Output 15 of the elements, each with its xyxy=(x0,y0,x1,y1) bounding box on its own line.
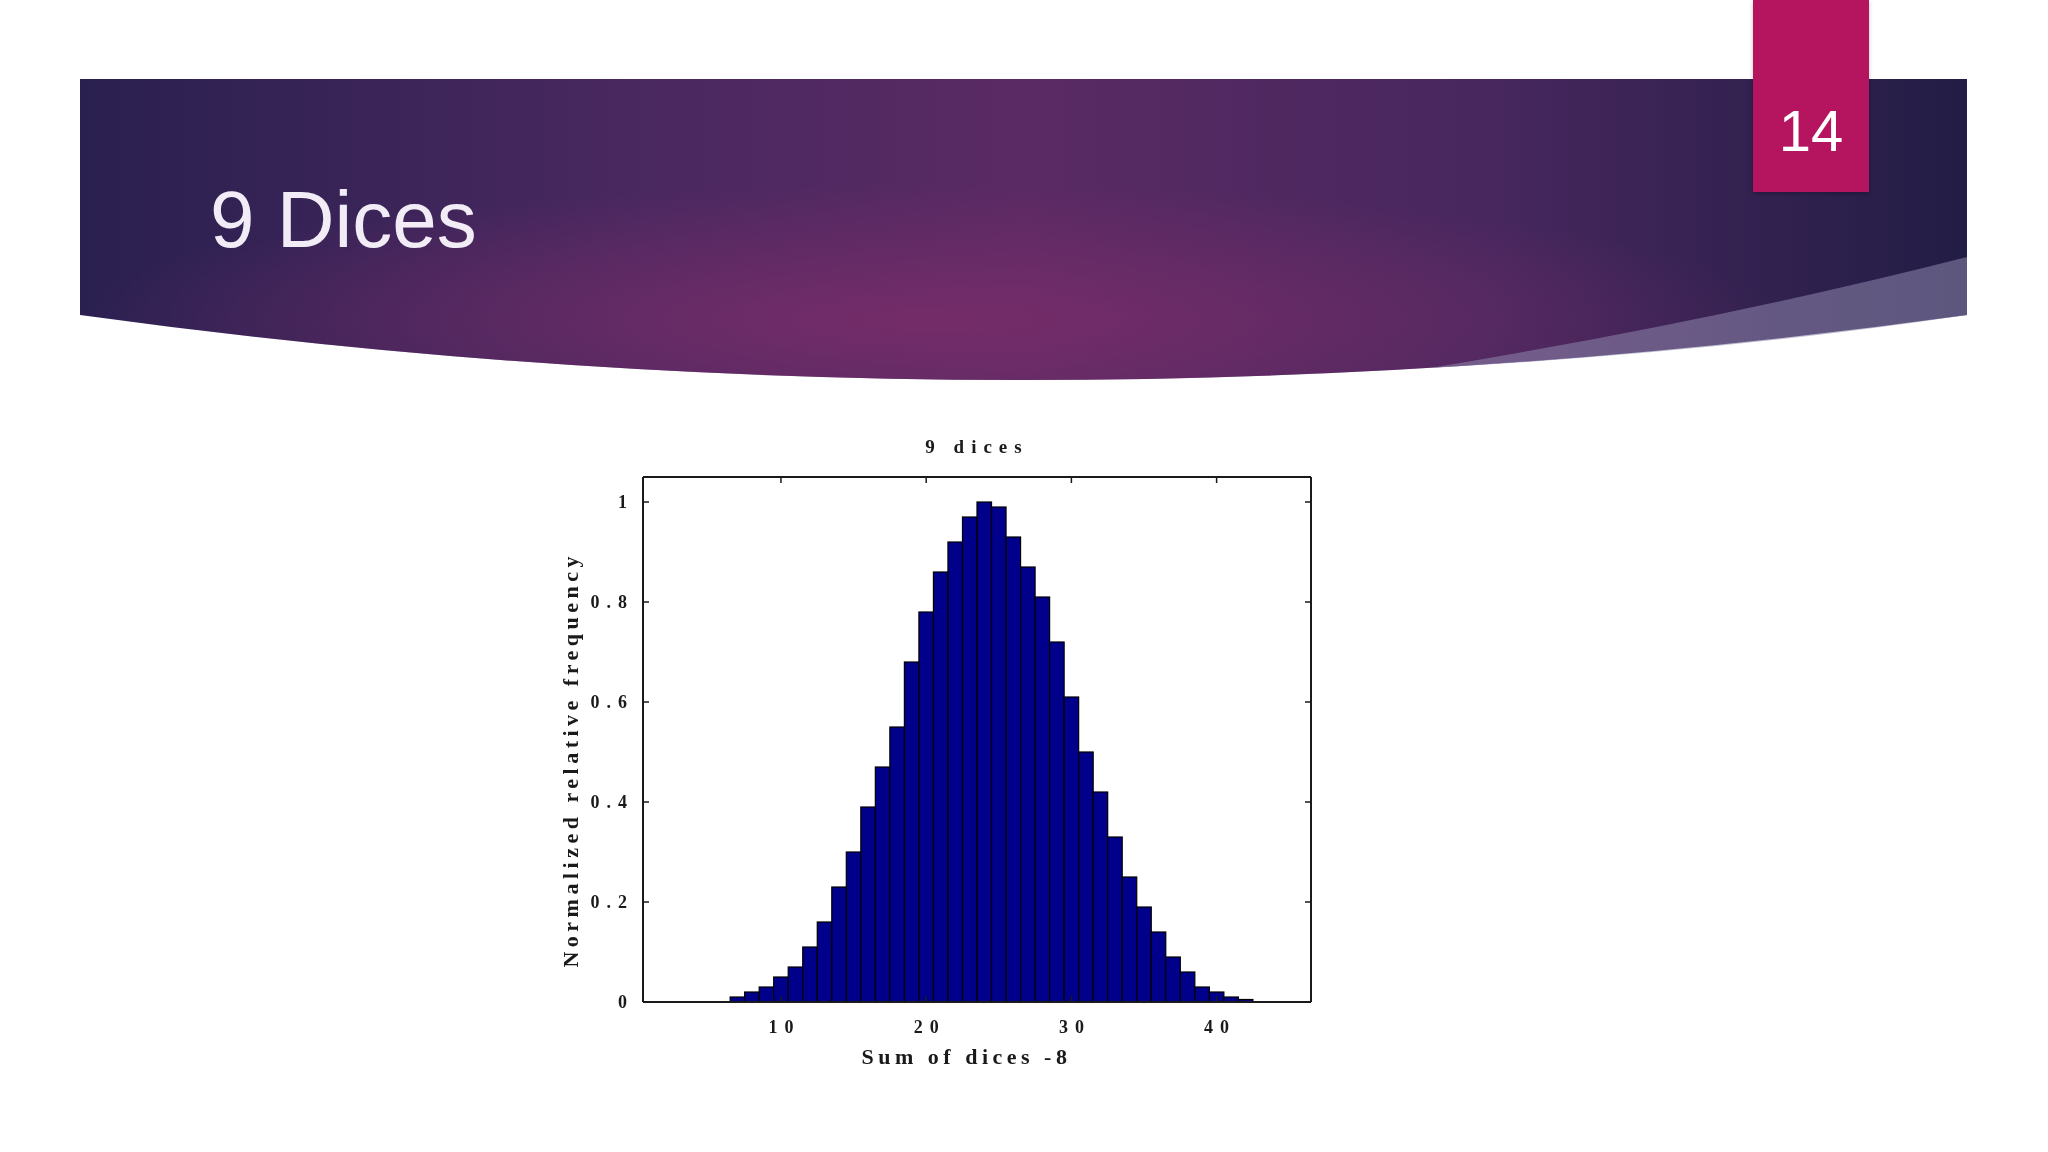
x-tick-label: 30 xyxy=(1058,1017,1091,1037)
y-tick-label: 0.6 xyxy=(590,692,634,712)
y-tick-label: 1 xyxy=(618,492,634,512)
y-tick-label: 0.2 xyxy=(590,892,634,912)
x-tick-label: 10 xyxy=(768,1017,801,1037)
y-tick-label: 0 xyxy=(618,992,634,1012)
chart-subtitle: 9 dices xyxy=(924,435,1030,459)
x-tick-label: 40 xyxy=(1204,1017,1237,1037)
x-tick-label: 20 xyxy=(913,1017,946,1037)
x-axis-title: Sum of dices -8 xyxy=(860,1043,1073,1071)
text: 14 xyxy=(1777,97,1845,165)
y-tick-label: 0.4 xyxy=(590,792,634,812)
y-axis-title: Normalized relative frequency xyxy=(558,551,584,970)
y-tick-label: 0.8 xyxy=(590,592,634,612)
chart-title: 9 Dices xyxy=(210,174,477,266)
